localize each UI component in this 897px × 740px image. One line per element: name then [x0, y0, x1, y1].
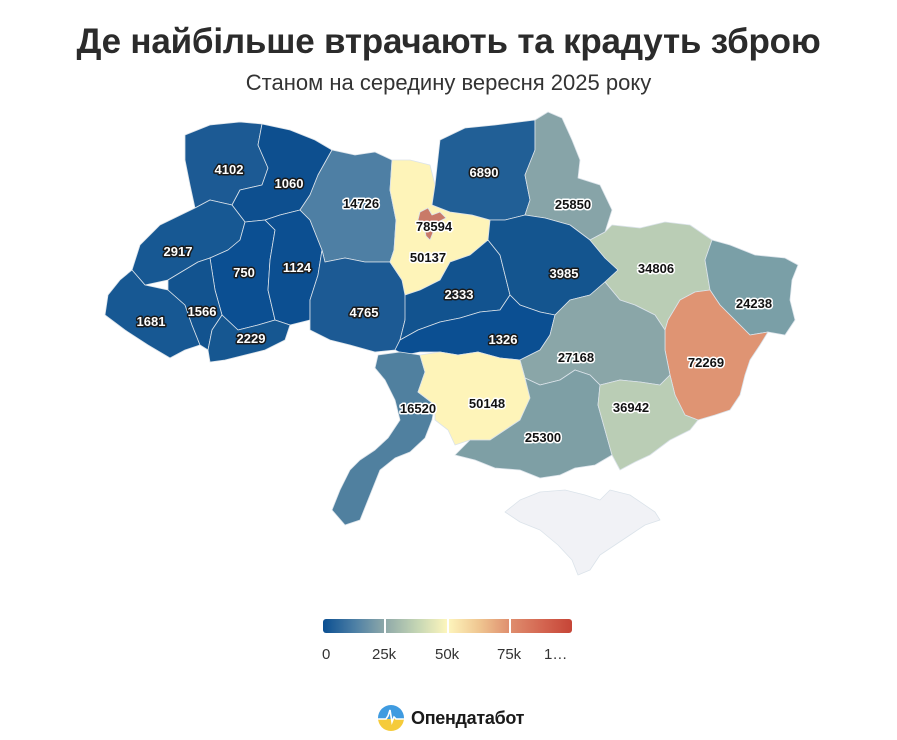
value-label-dnipropetrovsk: 27168	[558, 350, 594, 365]
legend-label-50k: 50k	[435, 646, 460, 663]
region-vinnytsia[interactable]	[309, 249, 409, 353]
legend-label-max: 1…	[544, 646, 568, 663]
value-label-zhytomyr: 14726	[343, 196, 379, 211]
legend-labels: 0 25k 50k 75k 1…	[0, 646, 897, 666]
value-label-lviv: 2917	[164, 244, 193, 259]
value-label-donetsk: 72269	[688, 355, 724, 370]
value-label-chernihiv: 6890	[470, 165, 499, 180]
legend-label-75k: 75k	[497, 646, 522, 663]
legend-tick	[384, 619, 386, 633]
value-label-volyn: 4102	[215, 162, 244, 177]
value-label-zakarpattia: 1681	[137, 314, 166, 329]
ukraine-choropleth-map: 4102 1060 2917 750 1124 1681 1566 2229 1…	[104, 111, 799, 576]
value-label-kyiv-city: 78594	[416, 219, 453, 234]
value-label-kyiv-oblast: 50137	[410, 250, 446, 265]
value-label-kharkiv: 34806	[638, 261, 674, 276]
value-label-kirovohrad: 1326	[489, 332, 518, 347]
value-label-odesa: 16520	[400, 401, 436, 416]
region-chernivtsi[interactable]	[207, 314, 291, 363]
value-label-cherkasy: 2333	[445, 287, 474, 302]
legend-label-25k: 25k	[372, 646, 397, 663]
region-odesa[interactable]	[331, 351, 436, 526]
legend-tick	[509, 619, 511, 633]
color-scale-legend	[323, 619, 572, 633]
opendatabot-logo-icon	[378, 705, 404, 731]
brand-logo: Опендатабот	[377, 703, 525, 733]
value-label-rivne: 1060	[275, 176, 304, 191]
legend-label-0: 0	[322, 646, 331, 663]
value-label-luhansk: 24238	[736, 296, 772, 311]
value-label-vinnytsia: 4765	[350, 305, 379, 320]
value-label-chernivtsi: 2229	[237, 331, 266, 346]
brand-name: Опендатабот	[411, 707, 525, 728]
value-label-kherson: 25300	[525, 430, 561, 445]
value-label-poltava: 3985	[550, 266, 579, 281]
region-kyiv-city[interactable]	[417, 207, 447, 241]
value-label-ivano-frankivsk: 1566	[188, 304, 217, 319]
legend-tick	[447, 619, 449, 633]
region-crimea[interactable]	[504, 489, 661, 576]
value-label-khmelnytskyi: 1124	[283, 260, 312, 275]
region-kherson[interactable]	[454, 369, 613, 479]
value-label-mykolaiv: 50148	[469, 396, 505, 411]
value-label-zaporizhzhia: 36942	[613, 400, 649, 415]
value-label-ternopil: 750	[233, 265, 255, 280]
region-zaporizhzhia[interactable]	[597, 374, 699, 471]
page-title: Де найбільше втрачають та крадуть зброю	[76, 22, 821, 61]
page-subtitle: Станом на середину вересня 2025 року	[245, 70, 652, 95]
value-label-sumy: 25850	[555, 197, 591, 212]
